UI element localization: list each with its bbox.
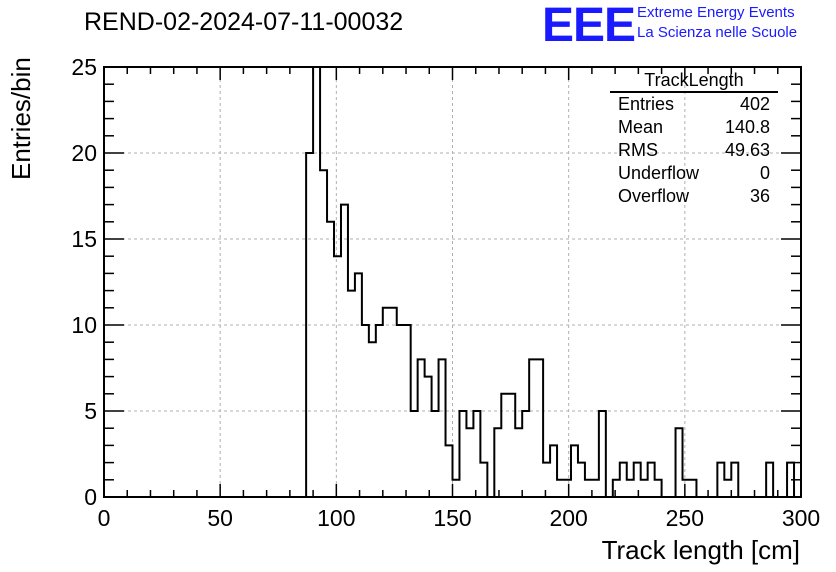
logo-line-2: La Scienza nelle Scuole — [637, 24, 798, 41]
histogram-bin — [620, 463, 627, 497]
histogram-bin — [599, 411, 606, 497]
histogram-bin — [334, 256, 341, 497]
histogram-bin — [362, 325, 369, 497]
histogram-bin — [473, 411, 480, 497]
stats-row-overflow: Overflow 36 — [610, 185, 778, 208]
histogram-bin — [494, 428, 501, 497]
x-axis-label: Track length [cm] — [601, 535, 800, 565]
histogram-bin — [327, 222, 334, 497]
histogram-bin — [529, 359, 536, 497]
histogram-bin — [585, 480, 592, 497]
y-tick-label: 20 — [71, 140, 97, 166]
grid-lines — [104, 67, 801, 497]
stats-value: 402 — [739, 94, 770, 114]
histogram-bin — [543, 463, 550, 497]
chart-title: REND-02-2024-07-11-00032 — [84, 8, 404, 36]
histogram-bin — [348, 291, 355, 497]
axis-ticks — [103, 66, 802, 498]
x-tick-label: 0 — [98, 505, 111, 531]
histogram-bin — [404, 325, 411, 497]
histogram-bin — [557, 480, 564, 497]
histogram-bin — [578, 463, 585, 497]
histogram-bin — [683, 480, 690, 497]
histogram-bin — [515, 428, 522, 497]
stats-label: Underflow — [618, 163, 700, 183]
y-axis-label: Entries/bin — [6, 57, 36, 180]
histogram-bin — [717, 463, 724, 497]
stats-label: Mean — [618, 117, 664, 137]
y-tick-label: 10 — [71, 312, 97, 338]
x-tick-label: 100 — [317, 505, 355, 531]
stats-label: Entries — [618, 94, 675, 114]
histogram-bin — [369, 342, 376, 497]
stats-row-rms: RMS 49.63 — [610, 139, 778, 162]
histogram-bin — [446, 445, 453, 497]
histogram-bin — [320, 170, 327, 497]
stats-label: Overflow — [618, 186, 690, 206]
stats-box: TrackLength Entries 402 Mean 140.8 RMS 4… — [610, 69, 778, 208]
histogram-bin — [439, 359, 446, 497]
histogram-bin — [383, 308, 390, 497]
histogram-bin — [376, 325, 383, 497]
histogram-bin — [724, 480, 731, 497]
histogram-bin — [397, 325, 404, 497]
logo-line-1: Extreme Energy Events — [637, 4, 795, 21]
histogram-bin — [411, 411, 418, 497]
x-tick-label: 50 — [207, 505, 233, 531]
histogram-bin — [592, 480, 599, 497]
histogram-bin — [731, 463, 738, 497]
histogram-bin — [522, 411, 529, 497]
histogram-bin — [627, 480, 634, 497]
histogram-bin — [689, 480, 696, 497]
y-tick-label: 5 — [84, 398, 97, 424]
histogram-bin — [766, 463, 773, 497]
histogram-bin — [453, 480, 460, 497]
histogram-bin — [466, 428, 473, 497]
logo-caption: Extreme Energy Events La Scienza nelle S… — [637, 3, 797, 43]
histogram-bin — [390, 308, 397, 497]
histogram-bin — [313, 67, 320, 497]
x-tick-label: 300 — [782, 505, 820, 531]
histogram-bin — [459, 411, 466, 497]
stats-value: 49.63 — [724, 140, 770, 160]
histogram-bin — [425, 377, 432, 497]
histogram-bin — [536, 359, 543, 497]
stats-label: RMS — [618, 140, 658, 160]
stats-value: 36 — [749, 186, 770, 206]
x-tick-label: 250 — [666, 505, 704, 531]
histogram-bin — [550, 445, 557, 497]
histogram-bin — [501, 394, 508, 497]
histogram-bin — [641, 480, 648, 497]
histogram-bin — [508, 394, 515, 497]
histogram-bin — [480, 463, 487, 497]
stats-row-mean: Mean 140.8 — [610, 116, 778, 139]
x-tick-label: 150 — [433, 505, 471, 531]
histogram-bin — [341, 205, 348, 497]
y-tick-label: 0 — [84, 484, 97, 510]
histogram-bin — [676, 428, 683, 497]
x-tick-label: 200 — [549, 505, 587, 531]
histogram-bin — [571, 445, 578, 497]
y-tick-label: 25 — [71, 54, 97, 80]
histogram-bin — [655, 480, 662, 497]
stats-row-entries: Entries 402 — [610, 93, 778, 116]
histogram-bin — [306, 153, 313, 497]
histogram-bin — [564, 480, 571, 497]
histogram-bin — [613, 480, 620, 497]
histogram-bin — [355, 273, 362, 497]
histogram-bin — [634, 463, 641, 497]
histogram-bin — [418, 359, 425, 497]
stats-box-title: TrackLength — [610, 69, 778, 93]
histogram-bin — [648, 463, 655, 497]
eee-logo: EEE — [542, 0, 636, 52]
stats-row-underflow: Underflow 0 — [610, 162, 778, 185]
tick-labels: 0 50 100 150 200 250 300 0 5 10 15 20 25 — [71, 54, 820, 531]
histogram-bin — [432, 411, 439, 497]
stats-value: 140.8 — [724, 117, 770, 137]
stats-value: 0 — [759, 163, 770, 183]
y-tick-label: 15 — [71, 226, 97, 252]
